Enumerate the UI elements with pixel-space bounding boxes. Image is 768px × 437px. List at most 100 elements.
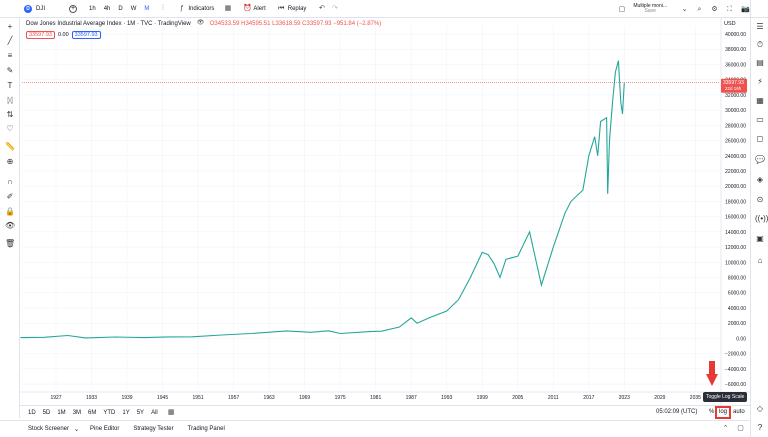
redo-icon[interactable]: ↷ (332, 5, 338, 12)
layers-icon[interactable]: ◇ (756, 404, 764, 413)
time-tick-label: 1927 (50, 395, 61, 401)
interval-button[interactable]: D (118, 5, 123, 12)
settings-gear-icon[interactable]: ⚙ (711, 5, 718, 13)
time-tick-label: 1957 (228, 395, 239, 401)
price-tick-label: 18000.00 (725, 199, 746, 205)
last-price-label: 33597.93 (723, 80, 744, 86)
price-axis[interactable]: 40000.0038000.0036000.0034000.0032000.00… (725, 32, 746, 388)
date-range-icon[interactable]: ▦ (167, 409, 175, 416)
undo-icon[interactable]: ↶ (319, 5, 325, 12)
magnet-icon[interactable]: ∩ (7, 177, 13, 186)
time-tick-label: 2017 (583, 395, 594, 401)
time-tick-label: 1963 (264, 395, 275, 401)
price-tick-label: 22000.00 (725, 169, 746, 175)
chevron-down-icon[interactable]: ⌄ (73, 425, 80, 433)
price-tick-label: 6000.00 (728, 291, 746, 297)
watchlist-icon[interactable]: ☰ (756, 22, 764, 31)
symbol-label: DJI (36, 5, 45, 12)
fib-retracement-icon[interactable]: ≡ (7, 51, 13, 60)
chevron-down-icon[interactable]: ⌄ (681, 5, 688, 13)
range-button[interactable]: All (151, 409, 158, 416)
panel-tab[interactable]: Trading Panel (187, 426, 225, 432)
percent-scale-button[interactable]: % (709, 409, 715, 415)
range-button[interactable]: 3M (72, 409, 82, 416)
auto-scale-button[interactable]: auto (733, 409, 745, 415)
range-button[interactable]: 6M (88, 409, 97, 416)
trend-line-icon[interactable]: ╱ (7, 36, 13, 45)
interval-button[interactable]: 4h (103, 5, 111, 12)
text-tool-icon[interactable]: T (7, 81, 13, 90)
price-tick-label: 36000.00 (725, 62, 746, 68)
panel-tab[interactable]: Stock Screener (28, 426, 70, 432)
range-button[interactable]: 1M (57, 409, 66, 416)
crosshair-icon[interactable]: + (7, 22, 13, 31)
alert-button[interactable]: ⏰ Alert (243, 5, 265, 12)
ruler-icon[interactable]: 📏 (5, 142, 15, 151)
streams-icon[interactable]: ⊙ (756, 195, 764, 204)
currency-label[interactable]: USD (724, 21, 736, 27)
compare-add-icon[interactable]: + (69, 4, 77, 13)
ohlc-values: O34533.59 H34595.51 L33618.59 C33597.93 … (209, 20, 382, 27)
interval-button[interactable]: M (144, 5, 150, 12)
prediction-icon[interactable]: ⇅ (6, 110, 14, 119)
collapse-chevron-icon[interactable]: ⌃ (722, 425, 729, 432)
templates-grid-icon[interactable]: ▦ (224, 5, 232, 12)
chat-icon[interactable]: 💬 (755, 155, 765, 164)
interval-button[interactable]: W (130, 5, 137, 12)
maximize-icon[interactable]: ▢ (737, 425, 744, 432)
chart-area[interactable]: 1927 1933 1939 1945 1951 1957 1963 1969 1975 1981… (20, 18, 750, 405)
pattern-icon[interactable]: ᛞ (7, 96, 13, 105)
broadcast-icon[interactable]: ((•)) (755, 214, 768, 223)
interval-button[interactable]: 1h (89, 5, 96, 12)
replay-button[interactable]: ⏮ Replay (278, 5, 306, 12)
calculator-icon[interactable]: ▣ (756, 234, 764, 243)
search-icon[interactable]: ⌕ (697, 5, 702, 13)
log-scale-button[interactable]: log (715, 406, 731, 419)
hotlist-icon[interactable]: ⚡ (757, 77, 763, 86)
range-button[interactable]: 5D (42, 409, 51, 416)
panel-tab[interactable]: Strategy Tester (133, 426, 174, 432)
clock[interactable]: 05:02:09 (UTC) (656, 409, 698, 415)
price-tick-label: 8000.00 (728, 276, 746, 282)
favorite-heart-icon[interactable]: ♡ (6, 124, 14, 133)
layout-menu[interactable]: Multiple moni... Save (633, 4, 667, 14)
layout-square-icon[interactable]: ▢ (618, 5, 626, 13)
ideas-icon[interactable]: ◻ (756, 134, 764, 143)
eye-icon[interactable]: 👁 (5, 221, 16, 230)
range-button[interactable]: 5Y (136, 409, 145, 416)
data-window-icon[interactable]: ▤ (756, 58, 764, 67)
brush-icon[interactable]: ✎ (6, 66, 14, 75)
camera-icon[interactable]: 📷 (741, 5, 750, 13)
chart-type-candles-icon[interactable]: ⫶ (162, 5, 164, 12)
price-tick-label: 24000.00 (725, 154, 746, 160)
time-tick-label: 2023 (619, 395, 630, 401)
trash-icon[interactable]: 🗑 (5, 239, 16, 248)
price-tick-label: −4000.00 (725, 367, 746, 373)
chart-title[interactable]: Dow Jones Industrial Average Index · 1M … (26, 20, 191, 27)
indicators-button[interactable]: ƒ Indicators (178, 5, 214, 12)
lock-icon[interactable]: 🔒 (5, 207, 15, 216)
right-sidebar: ☰ ⏱ ▤ ⚡ ▦ ▭ ◻ 💬 ◈ ⊙ ((•)) ▣ ⌂ ◇ ? (750, 0, 768, 437)
alerts-clock-icon[interactable]: ⏱ (756, 40, 764, 49)
time-tick-label: 1993 (441, 395, 452, 401)
range-button[interactable]: 1D (28, 409, 36, 416)
price-tick-label: 26000.00 (725, 139, 746, 145)
time-tick-label: 1981 (370, 395, 381, 401)
symbol-search[interactable]: D DJI (24, 4, 45, 13)
panel-tab[interactable]: Pine Editor (90, 426, 120, 432)
bid-value[interactable]: 33597.93 (26, 31, 55, 39)
stay-drawing-icon[interactable]: ✐ (6, 192, 14, 201)
ask-value[interactable]: 33597.93 (71, 31, 101, 39)
range-button[interactable]: 1Y (122, 409, 130, 416)
notifications-icon[interactable]: ◈ (756, 175, 764, 184)
zoom-in-icon[interactable]: ⊕ (6, 157, 14, 166)
time-tick-label: 2011 (548, 395, 559, 401)
price-tick-label: −2000.00 (725, 352, 746, 358)
calendar-icon[interactable]: ▦ (756, 96, 764, 105)
help-icon[interactable]: ? (757, 423, 763, 432)
news-icon[interactable]: ▭ (756, 115, 764, 124)
range-button[interactable]: YTD (103, 409, 116, 416)
eye-toggle-icon[interactable]: 👁 (196, 20, 205, 26)
pine-icon[interactable]: ⌂ (757, 256, 763, 265)
fullscreen-icon[interactable]: ⛶ (727, 5, 732, 13)
